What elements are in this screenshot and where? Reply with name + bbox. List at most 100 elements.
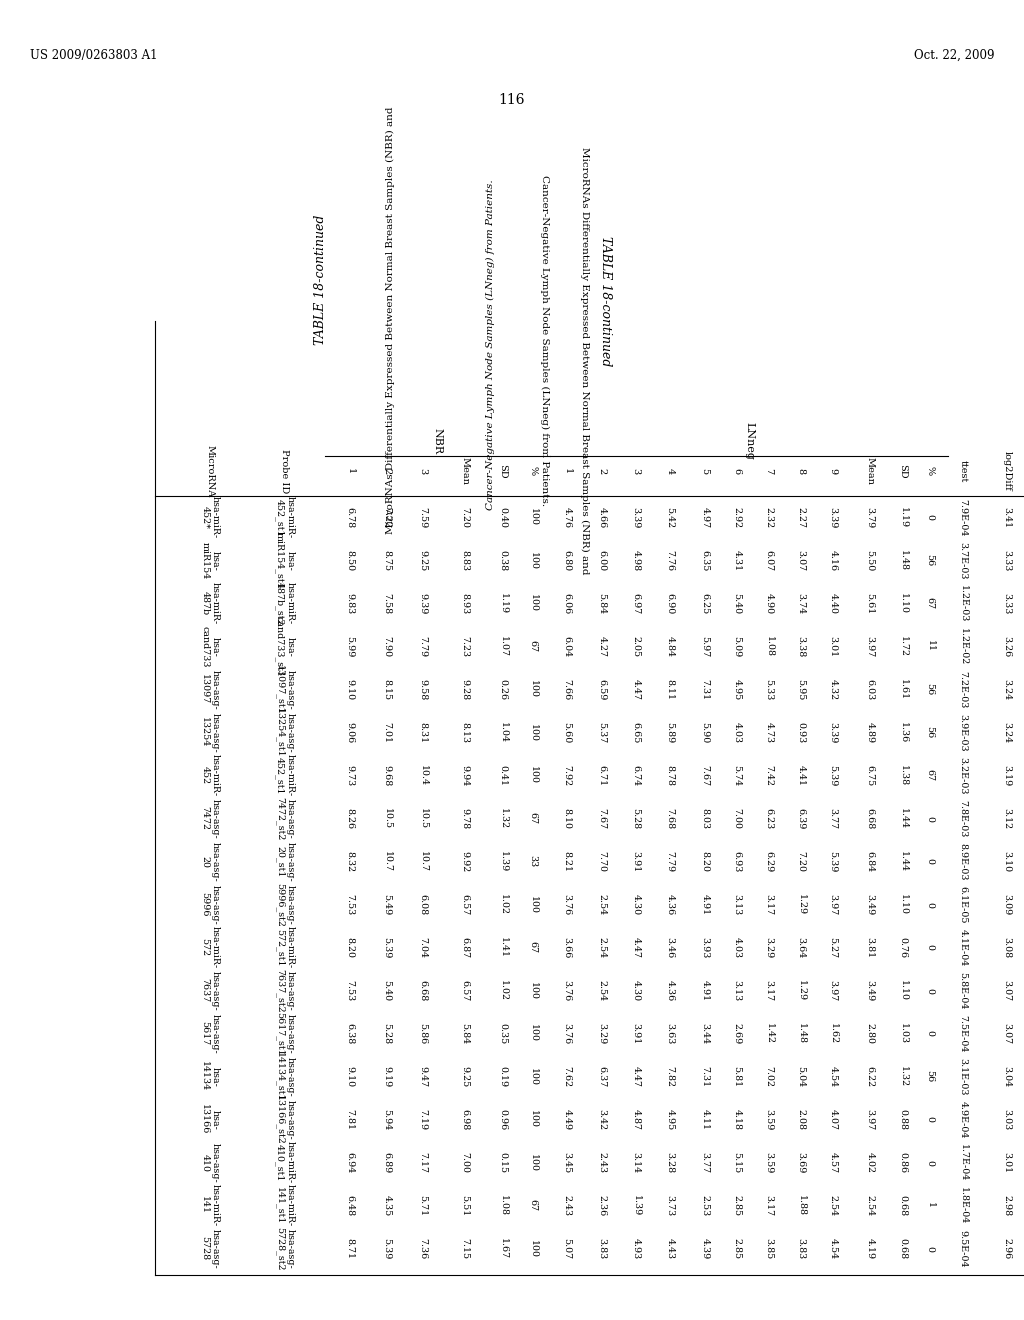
Text: 4.03: 4.03 bbox=[732, 722, 741, 743]
Text: 4.84: 4.84 bbox=[666, 636, 675, 657]
Text: hsa-asg-
14134_st1: hsa-asg- 14134_st1 bbox=[275, 1052, 295, 1101]
Text: 0.88: 0.88 bbox=[898, 1109, 907, 1130]
Text: 1.03: 1.03 bbox=[898, 1023, 907, 1044]
Text: 6.94: 6.94 bbox=[345, 1152, 354, 1173]
Text: 1.29: 1.29 bbox=[797, 979, 806, 1001]
Text: 4.02: 4.02 bbox=[865, 1152, 874, 1173]
Text: 1.10: 1.10 bbox=[898, 593, 907, 614]
Text: 0.96: 0.96 bbox=[499, 1109, 508, 1130]
Text: ttest: ttest bbox=[958, 459, 968, 482]
Text: 2.98: 2.98 bbox=[1002, 1195, 1012, 1216]
Text: 11: 11 bbox=[926, 640, 935, 652]
Text: US 2009/0263803 A1: US 2009/0263803 A1 bbox=[30, 49, 158, 62]
Text: Cancer-Negative Lymph Node Samples (LNneg) from Patients.: Cancer-Negative Lymph Node Samples (LNne… bbox=[541, 176, 550, 507]
Text: 3.69: 3.69 bbox=[797, 1152, 806, 1173]
Text: 2.27: 2.27 bbox=[797, 507, 806, 528]
Text: 1.72: 1.72 bbox=[898, 636, 907, 657]
Text: 4.30: 4.30 bbox=[632, 979, 640, 1001]
Text: 6.87: 6.87 bbox=[461, 937, 469, 958]
Text: 7.62: 7.62 bbox=[562, 1067, 571, 1088]
Text: 9.25: 9.25 bbox=[419, 550, 427, 572]
Text: 2.36: 2.36 bbox=[597, 1195, 606, 1216]
Text: 6.80: 6.80 bbox=[562, 550, 571, 572]
Text: 7.53: 7.53 bbox=[345, 979, 354, 1001]
Text: 5.15: 5.15 bbox=[732, 1152, 741, 1173]
Text: 100: 100 bbox=[528, 508, 538, 527]
Text: 7.82: 7.82 bbox=[666, 1067, 675, 1086]
Text: 3.59: 3.59 bbox=[765, 1109, 773, 1130]
Text: 6.84: 6.84 bbox=[865, 851, 874, 873]
Text: 9.5E-04: 9.5E-04 bbox=[958, 1230, 968, 1267]
Text: 0: 0 bbox=[926, 1159, 935, 1166]
Text: 67: 67 bbox=[926, 598, 935, 610]
Text: 3.76: 3.76 bbox=[562, 979, 571, 1001]
Text: 100: 100 bbox=[528, 723, 538, 742]
Text: 3.7E-03: 3.7E-03 bbox=[958, 541, 968, 579]
Text: 3.28: 3.28 bbox=[666, 1152, 675, 1173]
Text: 4.95: 4.95 bbox=[732, 678, 741, 700]
Text: 4.03: 4.03 bbox=[732, 937, 741, 958]
Text: 3.97: 3.97 bbox=[865, 636, 874, 657]
Text: 9.58: 9.58 bbox=[419, 678, 427, 700]
Text: Probe ID: Probe ID bbox=[281, 449, 290, 494]
Text: hsa-asg-
13166_st2: hsa-asg- 13166_st2 bbox=[275, 1094, 295, 1144]
Text: 5.28: 5.28 bbox=[383, 1023, 391, 1044]
Text: 7.02: 7.02 bbox=[765, 1067, 773, 1086]
Text: 3.14: 3.14 bbox=[632, 1152, 640, 1173]
Text: 3.08: 3.08 bbox=[1002, 937, 1012, 958]
Text: 100: 100 bbox=[528, 552, 538, 569]
Text: 5.89: 5.89 bbox=[666, 722, 675, 743]
Text: 3: 3 bbox=[632, 467, 640, 474]
Text: hsa-miR-
452: hsa-miR- 452 bbox=[201, 754, 220, 797]
Text: 67: 67 bbox=[528, 640, 538, 652]
Text: 4.87: 4.87 bbox=[632, 1109, 640, 1130]
Text: hsa-asg-
5728: hsa-asg- 5728 bbox=[201, 1229, 220, 1269]
Text: 33: 33 bbox=[528, 855, 538, 867]
Text: 5.84: 5.84 bbox=[461, 1023, 469, 1044]
Text: 0.76: 0.76 bbox=[898, 937, 907, 958]
Text: 7.58: 7.58 bbox=[383, 593, 391, 614]
Text: 2.85: 2.85 bbox=[732, 1238, 741, 1259]
Text: 0.93: 0.93 bbox=[797, 722, 806, 743]
Text: 3.38: 3.38 bbox=[797, 636, 806, 657]
Text: 7.15: 7.15 bbox=[461, 1238, 469, 1259]
Text: 3.44: 3.44 bbox=[700, 1023, 710, 1044]
Text: 1.48: 1.48 bbox=[898, 550, 907, 572]
Text: 4.49: 4.49 bbox=[562, 1109, 571, 1130]
Text: 5.50: 5.50 bbox=[865, 550, 874, 572]
Text: 4.47: 4.47 bbox=[632, 937, 640, 958]
Text: MicroRNAs Differentially Expressed Between Normal Breast Samples (NBR) and: MicroRNAs Differentially Expressed Betwe… bbox=[385, 106, 394, 533]
Text: 4.54: 4.54 bbox=[828, 1238, 838, 1259]
Text: 3.29: 3.29 bbox=[597, 1023, 606, 1044]
Text: 6.68: 6.68 bbox=[419, 979, 427, 1001]
Text: 9.39: 9.39 bbox=[419, 593, 427, 614]
Text: 3.1E-03: 3.1E-03 bbox=[958, 1057, 968, 1096]
Text: 56: 56 bbox=[926, 1071, 935, 1082]
Text: 7.01: 7.01 bbox=[383, 722, 391, 743]
Text: 6.06: 6.06 bbox=[562, 593, 571, 614]
Text: 2.43: 2.43 bbox=[562, 1195, 571, 1216]
Text: 5.33: 5.33 bbox=[765, 678, 773, 700]
Text: log2Diff: log2Diff bbox=[1002, 451, 1012, 491]
Text: 5.39: 5.39 bbox=[383, 937, 391, 958]
Text: LNneg: LNneg bbox=[744, 422, 754, 459]
Text: 1.29: 1.29 bbox=[797, 894, 806, 915]
Text: 4.9E-04: 4.9E-04 bbox=[958, 1101, 968, 1138]
Text: 10.5: 10.5 bbox=[383, 808, 391, 829]
Text: 9.28: 9.28 bbox=[461, 678, 469, 700]
Text: 0: 0 bbox=[926, 987, 935, 994]
Text: 5.07: 5.07 bbox=[562, 1238, 571, 1259]
Text: 5.95: 5.95 bbox=[797, 678, 806, 700]
Text: 5: 5 bbox=[700, 467, 710, 474]
Text: 4.66: 4.66 bbox=[597, 507, 606, 528]
Text: 3.17: 3.17 bbox=[765, 894, 773, 915]
Text: 3.41: 3.41 bbox=[1002, 507, 1012, 528]
Text: 0.68: 0.68 bbox=[898, 1195, 907, 1216]
Text: 0.40: 0.40 bbox=[499, 507, 508, 528]
Text: 3.45: 3.45 bbox=[562, 1152, 571, 1173]
Text: 1.8E-04: 1.8E-04 bbox=[958, 1187, 968, 1224]
Text: 0.26: 0.26 bbox=[499, 678, 508, 700]
Text: 3.97: 3.97 bbox=[828, 979, 838, 1001]
Text: hsa-
14134: hsa- 14134 bbox=[201, 1061, 220, 1092]
Text: 2.53: 2.53 bbox=[700, 1195, 710, 1216]
